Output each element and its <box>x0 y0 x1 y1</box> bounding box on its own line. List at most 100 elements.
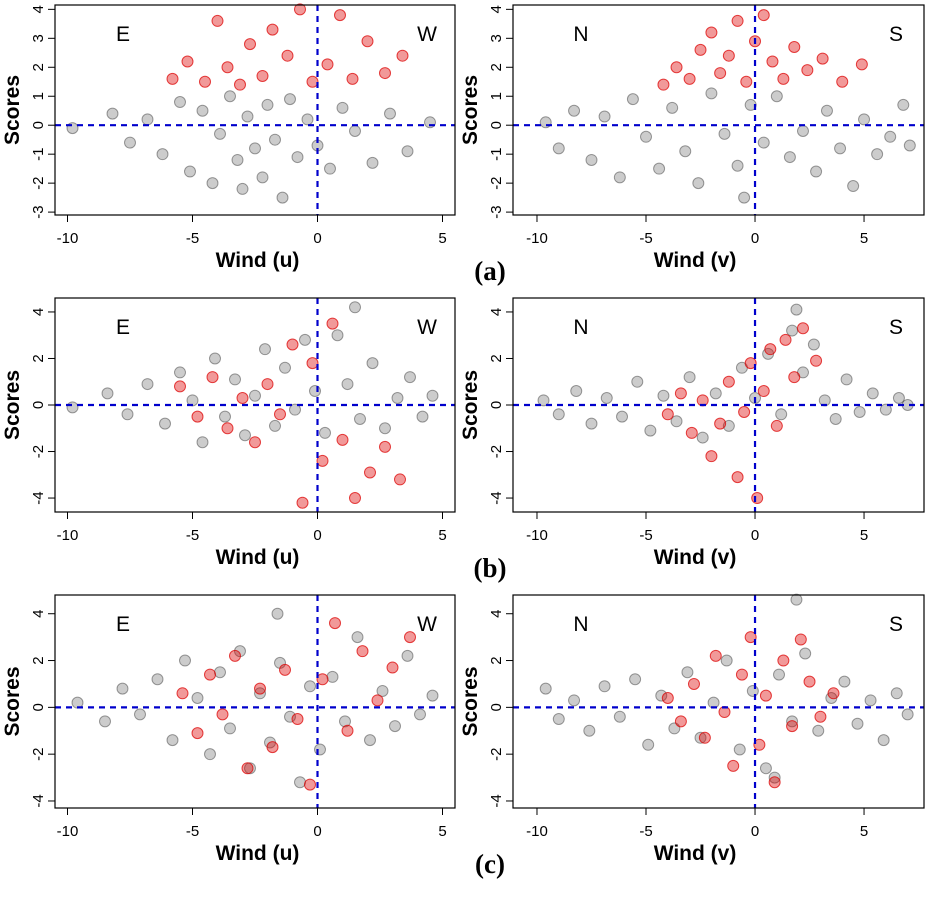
point <box>394 473 406 486</box>
point <box>640 130 653 143</box>
point <box>204 668 216 681</box>
point <box>376 684 389 697</box>
x-tick-label: -10 <box>526 527 548 544</box>
point <box>316 673 329 686</box>
point <box>364 466 376 479</box>
point <box>744 357 757 370</box>
x-tick-label: 5 <box>860 527 868 544</box>
point <box>613 710 626 723</box>
point <box>786 324 799 337</box>
y-tick-label: 2 <box>30 63 47 71</box>
point <box>901 708 914 721</box>
point <box>840 373 853 386</box>
point <box>731 471 744 484</box>
point <box>284 710 296 723</box>
y-axis-label: Scores <box>1 75 24 145</box>
point <box>294 3 306 16</box>
point <box>266 23 279 36</box>
point <box>379 67 391 80</box>
point <box>871 148 884 161</box>
point <box>269 419 281 432</box>
point <box>261 378 274 391</box>
y-tick-label: -4 <box>30 491 47 504</box>
y-tick-label: 4 <box>488 610 505 618</box>
y-tick-label: 4 <box>30 308 47 316</box>
point <box>99 715 111 728</box>
point <box>810 165 823 178</box>
y-tick-label: -2 <box>30 747 47 760</box>
point <box>777 654 790 667</box>
point <box>770 419 783 432</box>
y-tick-label: 4 <box>30 610 47 618</box>
point <box>788 41 801 53</box>
point <box>291 151 304 164</box>
point <box>176 687 189 700</box>
x-tick-label: -5 <box>186 527 199 544</box>
point <box>727 759 740 772</box>
point <box>768 776 781 789</box>
point <box>289 403 301 416</box>
point <box>786 720 799 733</box>
point <box>539 682 552 695</box>
point <box>331 329 344 342</box>
x-tick-label: 0 <box>751 823 759 840</box>
point <box>324 162 336 175</box>
point <box>568 104 581 117</box>
point <box>234 78 246 91</box>
x-tick-label: 5 <box>438 823 446 840</box>
point <box>279 361 291 374</box>
point <box>304 680 316 693</box>
point <box>271 607 284 620</box>
x-tick-label: -10 <box>57 230 79 247</box>
panel: -10 -5 0 5 -4 -2 0 2 4 Scores Wind (u) E W <box>1 297 456 569</box>
point <box>366 357 379 370</box>
point <box>733 743 746 756</box>
point <box>229 373 241 386</box>
point <box>294 776 306 789</box>
point <box>903 139 916 152</box>
point <box>196 436 209 449</box>
annotation: N <box>573 613 588 636</box>
y-tick-label: 3 <box>488 34 505 42</box>
point <box>349 301 361 314</box>
y-tick-label: 0 <box>30 401 47 409</box>
y-tick-label: 2 <box>30 656 47 664</box>
plot-frame <box>512 4 925 216</box>
point <box>306 75 319 88</box>
point <box>401 145 414 158</box>
point <box>657 78 670 91</box>
point <box>249 436 261 449</box>
point <box>788 371 801 384</box>
point <box>838 675 851 688</box>
annotation: S <box>889 613 903 636</box>
point <box>764 343 777 356</box>
point <box>666 101 679 114</box>
y-tick-label: 1 <box>488 92 505 100</box>
point <box>396 49 409 62</box>
point <box>236 392 249 405</box>
point <box>349 125 361 137</box>
point <box>616 410 629 423</box>
point <box>239 429 251 442</box>
point <box>744 631 757 644</box>
plot-frame <box>512 594 925 809</box>
point <box>794 633 807 646</box>
point <box>274 408 286 421</box>
point <box>803 675 816 688</box>
point <box>316 454 329 467</box>
point <box>796 322 809 335</box>
point <box>219 410 231 423</box>
plot-frame <box>54 4 456 216</box>
x-tick-label: -5 <box>186 230 199 247</box>
point <box>757 136 770 149</box>
y-tick-label: -3 <box>30 205 47 218</box>
point <box>757 385 770 398</box>
x-tick-label: -10 <box>526 230 548 247</box>
panel: -10 -5 0 5 -4 -2 0 2 4 Scores Wind (v) N S (b) <box>459 297 925 583</box>
point <box>141 378 154 391</box>
point <box>585 417 598 430</box>
x-tick-label: 5 <box>860 230 868 247</box>
point <box>537 394 550 407</box>
point <box>598 110 611 123</box>
